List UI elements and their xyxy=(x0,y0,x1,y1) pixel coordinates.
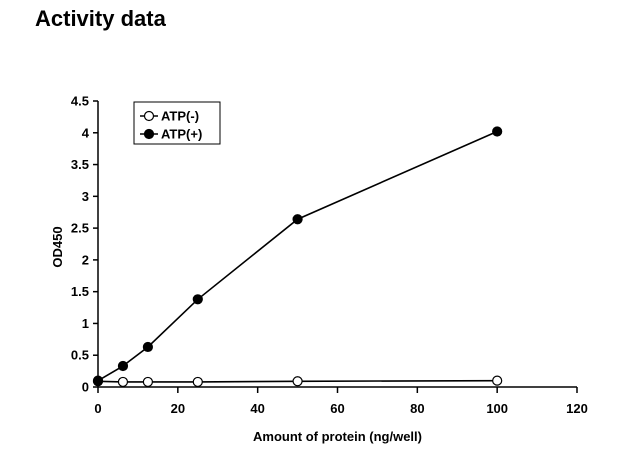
data-point xyxy=(192,294,203,305)
data-point xyxy=(492,375,503,386)
legend-entry: ATP(-) xyxy=(140,109,199,124)
y-tick-label: 1 xyxy=(82,316,89,331)
x-tick-label: 120 xyxy=(566,401,588,416)
series-2 xyxy=(92,126,503,386)
data-point xyxy=(292,214,303,225)
page-title: Activity data xyxy=(35,6,166,31)
data-point xyxy=(142,376,153,388)
legend: ATP(-) ATP(+) xyxy=(133,101,221,145)
y-tick-label: 2.5 xyxy=(71,221,89,236)
y-tick-label: 0 xyxy=(82,380,89,395)
y-tick-label: 1.5 xyxy=(71,284,89,299)
y-tick-label: 3 xyxy=(82,189,89,204)
data-point xyxy=(92,375,104,386)
data-point xyxy=(142,341,153,353)
data-point xyxy=(492,126,503,137)
x-tick-label: 20 xyxy=(171,401,185,416)
legend-label: ATP(-) xyxy=(161,109,199,124)
y-tick-label: 3.5 xyxy=(71,157,89,172)
legend-label: ATP(+) xyxy=(161,127,202,142)
data-point xyxy=(117,360,129,372)
y-tick-label: 4 xyxy=(82,125,90,140)
data-point xyxy=(292,376,303,387)
legend-entry: ATP(+) xyxy=(140,127,202,142)
series-line xyxy=(97,130,498,382)
y-tick-label: 4.5 xyxy=(71,94,89,109)
series-1 xyxy=(92,375,503,388)
x-tick-label: 0 xyxy=(94,401,101,416)
x-axis-label: Amount of protein (ng/well) xyxy=(253,429,422,444)
x-tick-label: 80 xyxy=(410,401,424,416)
data-point xyxy=(192,376,203,388)
series-layer xyxy=(92,126,503,388)
x-tick-label: 40 xyxy=(250,401,264,416)
data-point xyxy=(117,376,129,388)
legend-marker xyxy=(143,110,155,122)
axes: 0 0.5 1 1.5 2 2.5 3 3.5 4 4.5 0 20 40 60 80 100 120 xyxy=(71,94,588,417)
x-tick-label: 100 xyxy=(486,401,508,416)
y-tick-label: 0.5 xyxy=(71,348,89,363)
y-axis-label: OD450 xyxy=(50,226,65,267)
y-tick-label: 2 xyxy=(82,252,89,267)
legend-marker xyxy=(143,128,155,140)
x-tick-label: 60 xyxy=(330,401,344,416)
